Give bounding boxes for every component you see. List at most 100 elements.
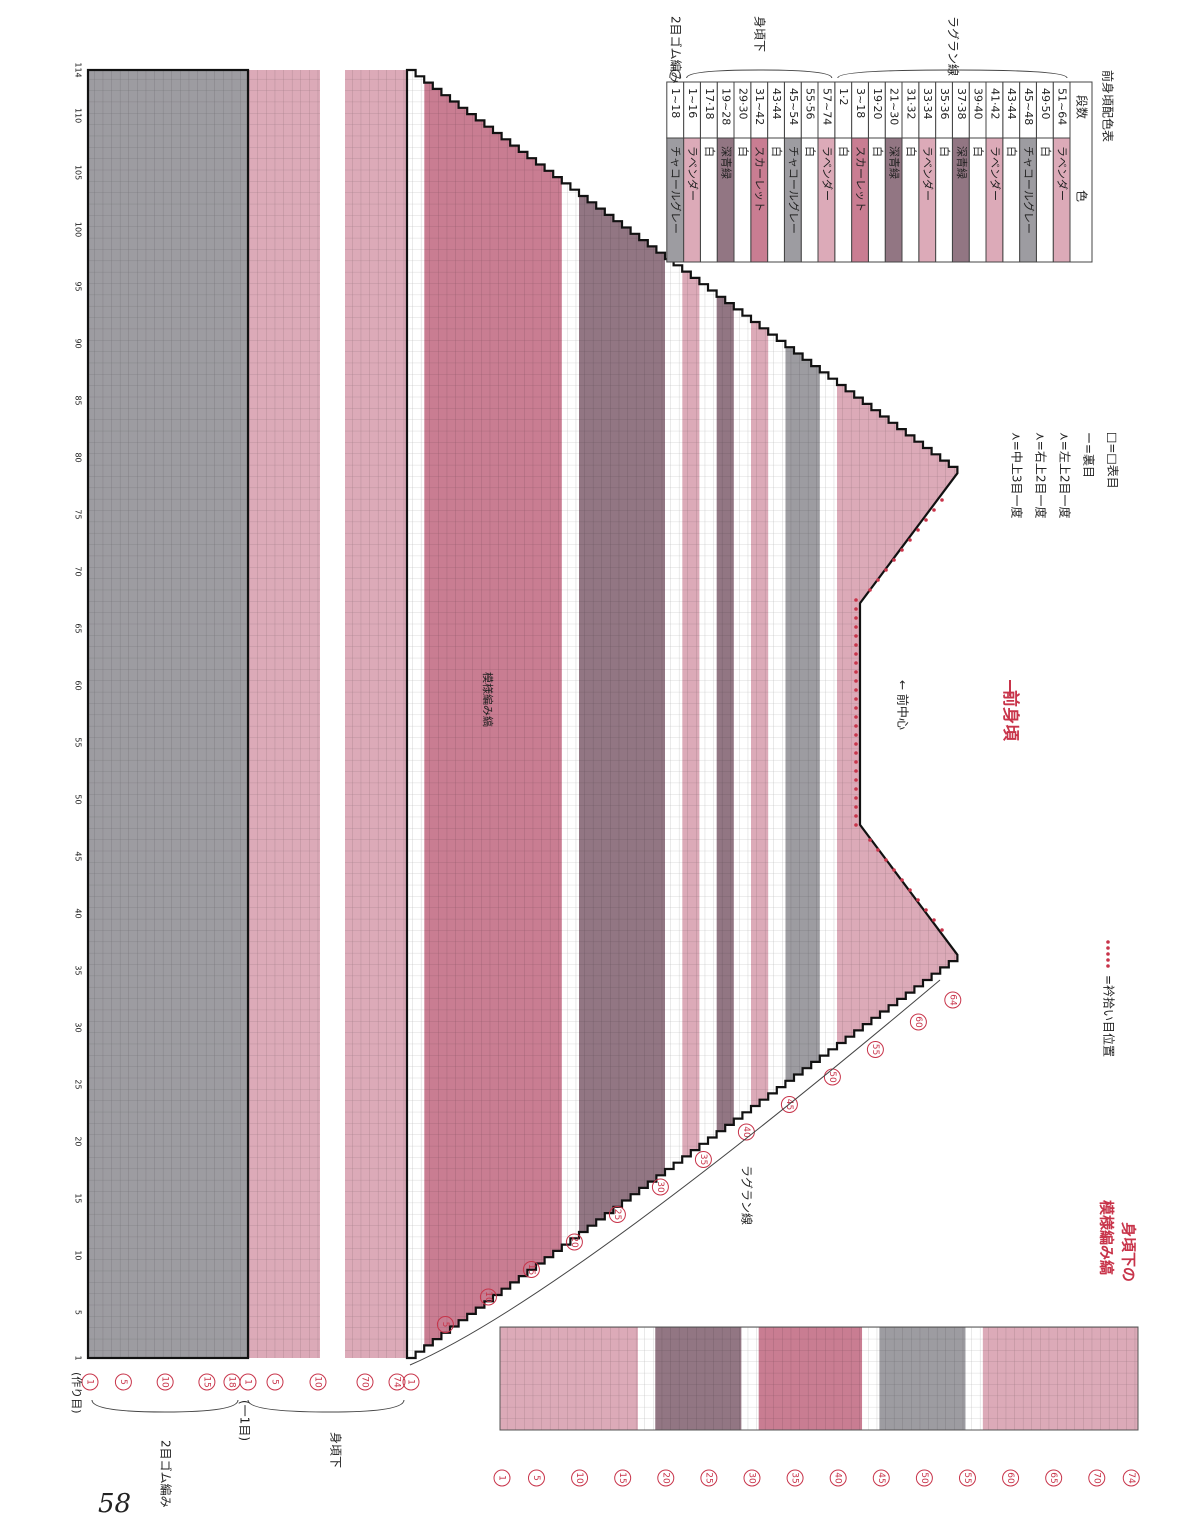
body-row-circle [309, 1373, 327, 1391]
raglan-row-circle [608, 1206, 626, 1223]
pickup-dot [900, 548, 904, 552]
pickup-dot [854, 823, 858, 827]
table-rows: 37·38 [955, 88, 968, 120]
pickup-dot [854, 679, 858, 683]
table-color: 深青緑 [955, 146, 969, 179]
stripe-row: 25 [703, 1472, 713, 1483]
body-row: 74 [392, 1376, 402, 1388]
table-color: 白 [871, 146, 885, 157]
pickup-dot [924, 518, 928, 522]
frame [86, 68, 250, 1360]
stripe-row-circle [571, 1469, 589, 1487]
legend-item: ⋏=中上3目一度 [1010, 432, 1025, 518]
ribbing-row: 5 [118, 1379, 128, 1385]
table-color: ラベンダー [686, 146, 700, 201]
stripe-grid [499, 1326, 1139, 1431]
pickup-dot [854, 652, 858, 656]
front-center: ← 前中心 [896, 680, 911, 730]
stripe-row-circle [1045, 1469, 1063, 1487]
stripe-row: 20 [660, 1472, 670, 1484]
stripe-row-circle [614, 1469, 632, 1487]
table-color: チャコールグレー [669, 146, 683, 234]
pickup-dot [854, 787, 858, 791]
pickup-dot [854, 598, 858, 602]
raglan-row: 30 [655, 1181, 665, 1193]
pickup-dot [876, 848, 880, 852]
raglan-row: 5 [440, 1322, 450, 1328]
stitch-number: 55 [74, 737, 83, 747]
pickup-dot [854, 724, 858, 728]
pickup-dot [854, 742, 858, 746]
table-color: 白 [736, 146, 750, 157]
raglan-row: 55 [870, 1044, 880, 1055]
stripe-row: 45 [876, 1472, 886, 1483]
pickup-dot [854, 769, 858, 773]
stripe-row: 70 [1091, 1472, 1101, 1484]
raglan-row-circle [944, 991, 962, 1009]
ribbing-row-circle [198, 1373, 216, 1391]
table-header-text: 色 [1075, 190, 1089, 202]
table-color: 白 [938, 146, 952, 157]
table-rows: 55·56 [804, 88, 817, 120]
table-color: ラベンダー [820, 146, 834, 201]
pattern-label: 模様編み縞 [481, 672, 495, 727]
pickup-dot [854, 751, 858, 755]
table-color: 白 [1039, 146, 1053, 157]
raglan-row: 50 [827, 1071, 837, 1083]
raglan-row-circle [402, 1373, 420, 1391]
stitch-number: 105 [74, 165, 83, 180]
raglan-row-circle [866, 1041, 884, 1058]
body-row: 70 [360, 1376, 370, 1388]
raglan-row-circle [565, 1233, 583, 1251]
table-rows: 57~74 [820, 88, 833, 125]
stitch-number: 30 [74, 1022, 83, 1032]
pickup-dot [854, 688, 858, 692]
pickup-dot [884, 858, 888, 862]
raglan-row: 40 [741, 1126, 751, 1138]
pickup-dot [854, 733, 858, 737]
stripe-row-circle [786, 1469, 804, 1487]
brace [837, 69, 1068, 79]
stripe-row-circle [1002, 1469, 1020, 1487]
brace [91, 1399, 239, 1413]
pickup-dot [854, 814, 858, 818]
pickup-dot [908, 888, 912, 892]
stripe-row: 74 [1126, 1472, 1136, 1484]
stripe-row-circle [493, 1469, 511, 1487]
stripe-row-circle [657, 1469, 675, 1487]
table-rows: 1~18 [669, 88, 682, 118]
pickup-dot [1106, 946, 1110, 950]
pickup-dot [908, 538, 912, 542]
stripe-row-circle [700, 1469, 718, 1487]
table-color: ラベンダー [921, 146, 935, 201]
raglan-row-circle [436, 1316, 454, 1333]
raglan-row: 15 [526, 1264, 536, 1275]
ribbing-row: 18 [226, 1376, 236, 1388]
stripe-row: 60 [1005, 1472, 1015, 1484]
ribbing-grid [88, 70, 248, 1358]
stitch-number: 65 [74, 623, 83, 633]
stripe-row: 65 [1048, 1472, 1058, 1483]
cast-on: (作り目) [70, 1372, 83, 1414]
raglan-row-circle [651, 1178, 669, 1196]
table-color: 白 [770, 146, 784, 157]
pickup-dot [854, 778, 858, 782]
outline [405, 68, 959, 1360]
table-rows: 17·18 [703, 88, 716, 120]
body-row-circle [356, 1373, 374, 1391]
body-row: 1 [243, 1379, 253, 1385]
pickup-dot [854, 796, 858, 800]
raglan-row: 35 [698, 1154, 708, 1165]
stitch-number: 95 [74, 281, 83, 291]
pickup-dot [854, 643, 858, 647]
table-rows: 21~30 [888, 88, 901, 125]
pickup-dot [854, 625, 858, 629]
ribbing-row: 15 [201, 1376, 211, 1387]
pickup-dot [940, 498, 944, 502]
table-rows: 45~54 [787, 88, 800, 125]
pickup-dot [854, 670, 858, 674]
body-row-circle [388, 1373, 406, 1391]
body-grid [345, 70, 407, 1358]
raglan-row-circle [780, 1096, 798, 1113]
